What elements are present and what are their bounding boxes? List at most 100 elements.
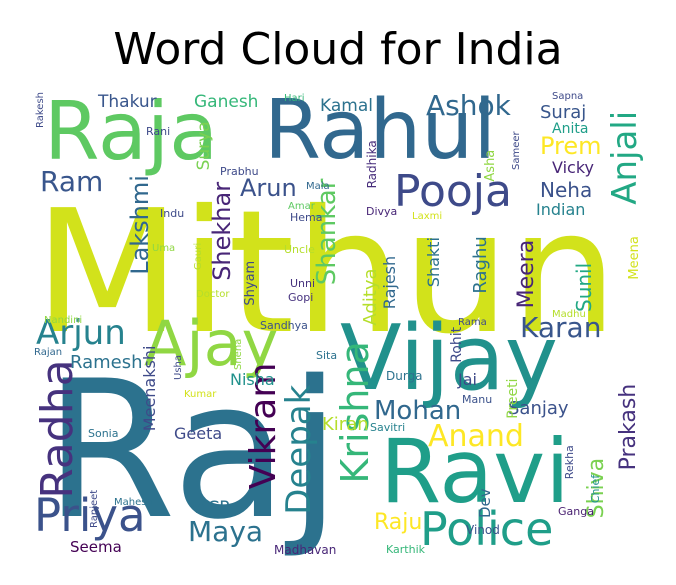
word-rama: Rama [458, 317, 487, 328]
word-seema: Seema [70, 538, 122, 556]
word-vinod: Vinod [466, 523, 500, 537]
word-ashok: Ashok [426, 89, 511, 122]
word-dev: Dev [476, 488, 494, 518]
word-indu: Indu [160, 207, 185, 220]
word-radha: Radha [34, 359, 83, 499]
word-thakur: Thakur [98, 92, 157, 112]
word-uncle: Uncle [284, 243, 315, 256]
word-savitri: Savitri [370, 421, 406, 434]
word-geeta: Geeta [174, 424, 223, 443]
word-unni: Unni [290, 277, 316, 290]
word-meena: Meena [627, 236, 642, 280]
word-raja: Raja [44, 88, 219, 178]
word-hema: Hema [290, 211, 323, 224]
word-aditya: Aditya [360, 268, 381, 326]
word-sameer: Sameer [511, 131, 522, 170]
word-raj: Raj [44, 340, 342, 560]
word-ram: Ram [40, 165, 104, 198]
word-shekhar: Shekhar [208, 181, 236, 281]
word-rani: Rani [146, 125, 171, 138]
word-surya: Surya [194, 121, 214, 171]
word-jai: Jai [458, 370, 477, 389]
word-prabhu: Prabhu [220, 165, 259, 178]
word-sneha: Sneha [233, 338, 244, 370]
word-sanjay: Sanjay [508, 398, 569, 419]
word-neha: Neha [540, 178, 593, 202]
word-vicky: Vicky [552, 158, 594, 177]
word-manu: Manu [462, 393, 493, 406]
word-karan: Karan [520, 311, 602, 344]
page-title: Word Cloud for India [113, 24, 563, 75]
word-usha: Usha [173, 355, 184, 380]
word-amar: Amar [288, 201, 315, 212]
word-kamal: Kamal [320, 96, 373, 116]
word-anita: Anita [552, 121, 589, 137]
word-karthik: Karthik [386, 543, 425, 556]
word-anand: Anand [428, 419, 524, 454]
word-nisha: Nisha [230, 370, 275, 389]
word-suraj: Suraj [540, 102, 587, 123]
word-rajan: Rajan [34, 347, 63, 358]
word-rekha: Rekha [563, 445, 576, 480]
word-vijay: Vijay [340, 306, 559, 411]
word-maya: Maya [188, 515, 264, 548]
word-gauri: Gauri [193, 242, 204, 270]
word-priya: Priya [34, 489, 146, 542]
word-rohit: Rohit [449, 326, 465, 363]
word-krishna: Krishna [333, 341, 377, 484]
word-gopi: Gopi [288, 291, 314, 304]
word-arun: Arun [240, 174, 297, 202]
word-sita: Sita [316, 349, 338, 362]
word-shankar: Shankar [312, 178, 342, 286]
word-uma: Uma [152, 243, 176, 254]
word-shyam: Shyam [243, 260, 258, 306]
word-acp: ACP [196, 498, 230, 518]
word-ganesh: Ganesh [194, 92, 259, 112]
word-preeti: Preeti [505, 378, 521, 419]
word-arjun: Arjun [36, 313, 126, 353]
word-chief: Chief [589, 474, 602, 504]
word-sandhya: Sandhya [260, 319, 308, 332]
word-rakesh: Rakesh [35, 92, 46, 128]
word-hari: Hari [284, 93, 305, 104]
word-ajay: Ajay [144, 307, 279, 380]
word-raghu: Raghu [470, 236, 491, 294]
word-prem: Prem [540, 132, 602, 160]
word-sapna: Sapna [552, 91, 584, 102]
word-meera: Meera [514, 239, 539, 309]
word-laxmi: Laxmi [412, 211, 443, 222]
word-radhika: Radhika [365, 140, 379, 189]
word-mala: Mala [306, 181, 330, 192]
word-divya: Divya [366, 205, 398, 218]
word-mithun: Mithun [34, 174, 618, 372]
word-nandini: Nandini [44, 315, 83, 326]
word-mohan: Mohan [374, 396, 462, 426]
word-rahul: Rahul [264, 88, 497, 178]
word-shakti: Shakti [424, 237, 443, 288]
word-sonia: Sonia [88, 427, 119, 440]
word-ganga: Ganga [558, 505, 594, 518]
word-ramesh: Ramesh [70, 352, 143, 373]
word-prakash: Prakash [616, 383, 641, 471]
word-meenakshi: Meenakshi [140, 345, 159, 432]
word-kiran: Kiran [322, 414, 369, 435]
word-pooja: Pooja [394, 166, 512, 217]
word-doctor: Doctor [196, 289, 230, 300]
word-anjali: Anjali [605, 110, 644, 205]
word-ravi: Ravi [380, 420, 570, 523]
word-indian: Indian [536, 200, 586, 219]
word-deepak: Deepak [279, 384, 319, 515]
word-durga: Durga [386, 369, 423, 383]
word-rajesh: Rajesh [380, 255, 399, 310]
word-cloud: Mithun Raj Rahul Vijay Raja Ravi Ajay Police Pri… [34, 88, 644, 560]
word-madhavan: Madhavan [274, 543, 337, 557]
word-kumar: Kumar [184, 389, 217, 400]
word-asha: Asha [483, 149, 498, 182]
word-lakshmi: Lakshmi [126, 175, 154, 275]
word-police: Police [420, 502, 554, 556]
word-mahesh: Mahesh [114, 497, 153, 508]
word-sunil: Sunil [572, 262, 596, 312]
word-madhu: Madhu [552, 309, 586, 320]
word-ranjeet: Ranjeet [89, 489, 100, 528]
word-raju: Raju [374, 510, 423, 535]
